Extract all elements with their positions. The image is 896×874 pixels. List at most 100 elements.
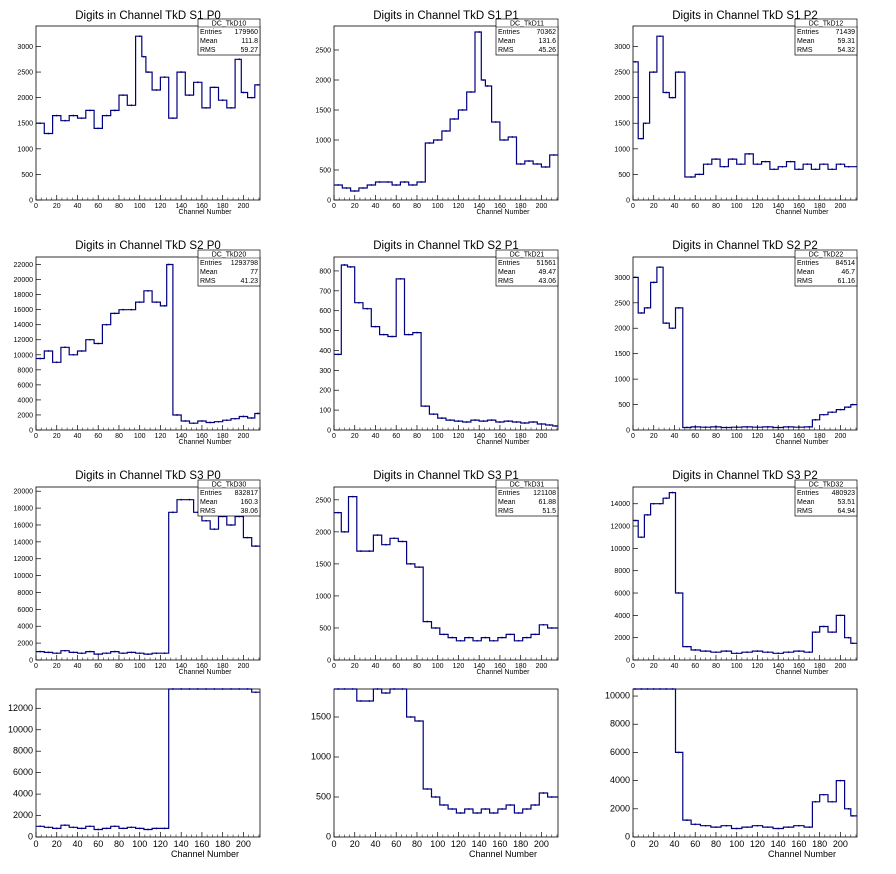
data-point xyxy=(640,536,643,539)
x-tick-label: 120 xyxy=(453,203,465,210)
data-point xyxy=(798,650,800,652)
x-tick-label: 120 xyxy=(752,663,764,670)
data-point xyxy=(130,104,133,107)
data-point xyxy=(465,421,468,423)
data-point xyxy=(501,636,503,639)
x-tick-label: 20 xyxy=(351,433,359,440)
data-point xyxy=(814,800,817,803)
data-point xyxy=(814,631,817,633)
x-tick-label: 180 xyxy=(513,839,528,849)
plot-frame xyxy=(632,256,858,431)
data-point xyxy=(434,796,437,798)
y-tick-label: 2000 xyxy=(614,95,630,102)
data-point xyxy=(337,511,340,514)
x-tick-label: 160 xyxy=(494,433,506,440)
x-tick-label: 160 xyxy=(196,663,208,670)
data-point xyxy=(201,420,203,422)
plot-frame xyxy=(333,256,559,431)
data-point xyxy=(808,651,811,654)
x-tick-label: 40 xyxy=(669,839,679,849)
y-tick-label: 6000 xyxy=(13,767,33,777)
histogram-line xyxy=(36,35,260,135)
stats-value: 49.47 xyxy=(538,269,556,276)
data-point xyxy=(393,688,396,690)
data-point xyxy=(254,545,257,547)
data-point xyxy=(552,154,555,156)
y-tick-label: 500 xyxy=(319,625,331,632)
data-point xyxy=(467,808,470,810)
data-point xyxy=(851,403,854,406)
y-tick-label: 8000 xyxy=(17,590,33,597)
x-tick-label: 120 xyxy=(155,433,167,440)
chart-title: Digits in Channel TkD S1 P0 xyxy=(75,10,221,22)
data-point xyxy=(434,627,437,629)
data-point xyxy=(391,335,393,338)
x-axis-label: Channel Number xyxy=(171,849,239,859)
plot-frame xyxy=(632,688,858,838)
x-tick-label: 80 xyxy=(114,839,124,849)
data-point xyxy=(343,264,346,266)
chart-title: Digits in Channel TkD S3 P1 xyxy=(373,470,519,482)
x-tick-label: 160 xyxy=(492,839,507,849)
y-tick-label: 8000 xyxy=(13,746,33,756)
chart-title: Digits in Channel TkD S2 P2 xyxy=(672,240,818,252)
y-tick-label: 1500 xyxy=(614,351,630,358)
data-point xyxy=(839,408,842,411)
data-point xyxy=(122,652,125,655)
x-tick-label: 80 xyxy=(712,663,720,670)
y-tick-label: 8000 xyxy=(610,719,630,729)
data-point xyxy=(432,413,435,415)
y-tick-label: 22000 xyxy=(14,262,34,269)
x-axis-label: Channel Number xyxy=(776,209,830,216)
stats-value: 480923 xyxy=(832,490,855,497)
data-point xyxy=(440,417,443,419)
stats-value: 59.27 xyxy=(240,47,258,54)
x-tick-label: 100 xyxy=(134,663,146,670)
x-tick-label: 0 xyxy=(34,203,38,210)
stats-label: Entries xyxy=(200,260,222,267)
data-point xyxy=(147,289,149,292)
data-point xyxy=(443,633,445,636)
data-point xyxy=(735,652,738,655)
x-tick-label: 200 xyxy=(236,839,251,849)
data-point xyxy=(694,649,697,651)
data-point xyxy=(401,540,404,543)
data-point xyxy=(839,163,842,166)
x-tick-label: 40 xyxy=(372,203,380,210)
histogram-panel: Digits in Channel TkD S3 P10500100015002… xyxy=(315,470,559,676)
data-point xyxy=(418,566,420,568)
y-tick-label: 18000 xyxy=(14,292,34,299)
x-tick-label: 160 xyxy=(791,839,806,849)
data-point xyxy=(831,800,834,803)
data-point xyxy=(540,423,543,425)
x-axis-label: Channel Number xyxy=(477,209,531,216)
data-point xyxy=(459,812,462,814)
y-tick-label: 2000 xyxy=(315,529,331,536)
x-tick-label: 60 xyxy=(691,203,699,210)
data-point xyxy=(555,425,557,427)
stats-box-frame xyxy=(495,249,559,287)
data-point xyxy=(459,639,462,642)
y-tick-label: 0 xyxy=(327,658,331,665)
data-point xyxy=(808,426,811,428)
x-tick-label: 60 xyxy=(391,839,401,849)
data-point xyxy=(188,498,191,501)
stats-value: 51.5 xyxy=(542,508,556,515)
x-tick-label: 40 xyxy=(671,203,679,210)
data-point xyxy=(72,651,75,654)
stats-name: DC_TkD11 xyxy=(510,21,544,28)
data-point xyxy=(482,420,485,422)
y-tick-label: 3000 xyxy=(614,44,630,51)
data-point xyxy=(766,651,769,654)
x-tick-label: 180 xyxy=(217,433,229,440)
data-point xyxy=(357,301,360,304)
stats-box-frame xyxy=(495,18,559,56)
stats-value: 131.6 xyxy=(538,38,556,45)
x-tick-label: 20 xyxy=(350,839,360,849)
data-point xyxy=(171,511,174,514)
data-point xyxy=(337,353,340,356)
x-tick-label: 60 xyxy=(93,839,103,849)
stats-label: Entries xyxy=(797,260,819,267)
data-point xyxy=(384,692,387,694)
